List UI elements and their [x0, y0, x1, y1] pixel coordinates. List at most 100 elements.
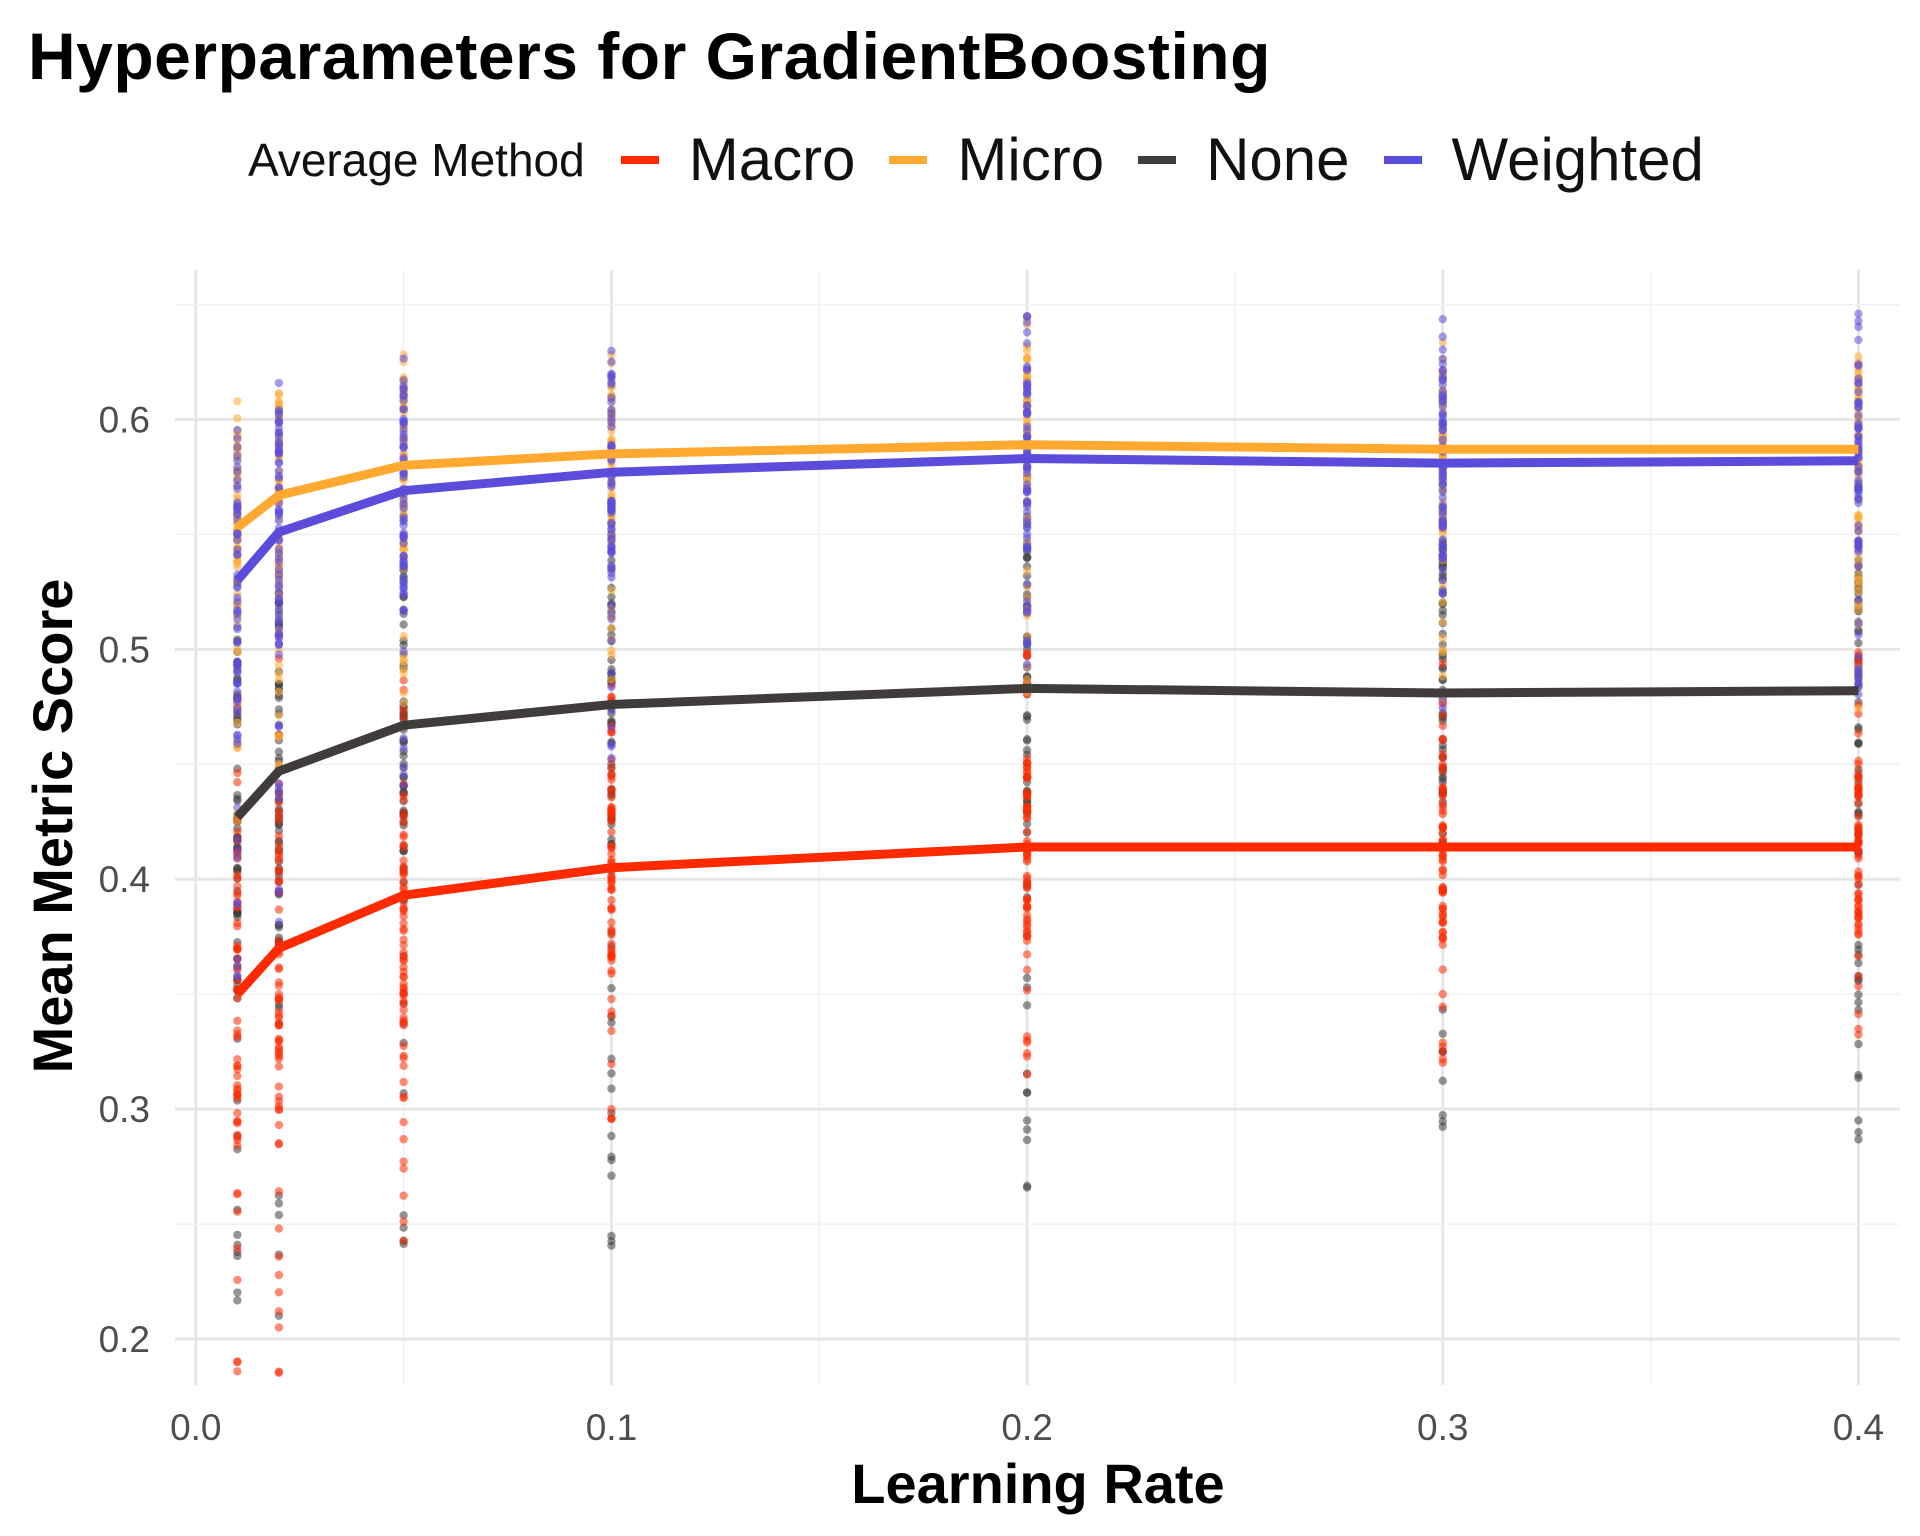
data-point-macro	[399, 924, 408, 934]
data-point-macro	[607, 775, 616, 784]
data-point-macro	[1022, 827, 1032, 836]
data-point-weighted	[233, 739, 242, 748]
data-point-weighted	[233, 835, 242, 844]
data-point-macro	[1438, 849, 1447, 858]
data-point-macro	[399, 862, 408, 871]
data-point-weighted	[1854, 335, 1863, 345]
data-point-micro	[274, 390, 284, 399]
data-point-macro	[399, 883, 408, 892]
data-point-weighted	[399, 647, 408, 656]
data-point-macro	[233, 1207, 242, 1216]
data-point-none	[1438, 1117, 1447, 1126]
data-point-weighted	[1854, 486, 1863, 495]
data-point-weighted	[1438, 503, 1447, 512]
data-point-none	[1854, 940, 1863, 950]
legend-label: Micro	[957, 126, 1105, 193]
data-point-macro	[1438, 749, 1447, 759]
data-point-weighted	[399, 781, 408, 790]
data-point-macro	[607, 1026, 616, 1036]
data-point-weighted	[274, 588, 284, 597]
data-point-weighted	[1438, 409, 1447, 418]
legend-key	[620, 155, 659, 164]
data-point-macro	[233, 891, 242, 900]
legend: Average Method Macro Micro None Weighted	[248, 125, 1738, 194]
data-point-macro	[274, 1270, 284, 1280]
data-point-none	[1854, 1116, 1863, 1125]
data-point-macro	[1022, 965, 1032, 974]
data-point-weighted	[607, 668, 616, 677]
data-point-macro	[1022, 1032, 1032, 1041]
data-point-micro	[1022, 346, 1032, 355]
data-point-macro	[1854, 921, 1863, 931]
data-point-macro	[1854, 1030, 1863, 1039]
legend-item-weighted: Weighted	[1383, 125, 1704, 194]
data-point-weighted	[1022, 480, 1032, 489]
legend-key	[889, 155, 928, 164]
data-point-weighted	[233, 730, 242, 739]
data-point-macro	[1854, 812, 1863, 821]
data-point-weighted	[274, 516, 284, 525]
data-point-macro	[1438, 989, 1447, 999]
data-point-macro	[233, 777, 242, 787]
data-point-weighted	[1854, 309, 1863, 319]
data-point-macro	[233, 1275, 242, 1285]
data-point-weighted	[274, 378, 284, 388]
data-point-micro	[233, 414, 242, 423]
data-point-macro	[233, 1190, 242, 1199]
data-point-macro	[274, 1120, 284, 1130]
data-point-macro	[233, 1084, 242, 1094]
data-point-macro	[399, 940, 408, 950]
data-point-weighted	[274, 794, 284, 803]
data-point-micro	[1438, 671, 1447, 681]
data-point-macro	[233, 1026, 242, 1035]
data-point-macro	[1438, 823, 1447, 832]
data-point-weighted	[607, 742, 616, 751]
data-point-none	[1854, 638, 1863, 648]
data-point-macro	[233, 1032, 242, 1041]
data-point-macro	[274, 1007, 284, 1016]
data-point-macro	[1022, 813, 1032, 822]
gridlines	[175, 270, 1900, 1385]
data-point-weighted	[233, 678, 242, 687]
data-point-macro	[1022, 986, 1032, 995]
data-point-macro	[1438, 865, 1447, 874]
data-point-none	[607, 1155, 616, 1165]
data-point-none	[1854, 1135, 1863, 1144]
data-point-macro	[1854, 930, 1863, 939]
data-point-macro	[1854, 756, 1863, 765]
data-point-weighted	[607, 498, 616, 508]
data-point-macro	[1022, 650, 1032, 659]
legend-key	[1383, 155, 1422, 164]
data-point-weighted	[1022, 388, 1032, 398]
data-point-none	[233, 1230, 242, 1240]
series-line-micro	[234, 440, 1859, 532]
data-point-macro	[399, 1217, 408, 1226]
data-point-macro	[1022, 878, 1032, 887]
data-point-macro	[1438, 965, 1447, 974]
data-point-weighted	[1022, 318, 1032, 327]
data-point-macro	[1022, 896, 1032, 905]
data-point-none	[1022, 1125, 1032, 1134]
data-point-weighted	[233, 529, 242, 538]
data-point-macro	[399, 1051, 408, 1061]
data-point-weighted	[399, 396, 408, 405]
data-point-weighted	[607, 525, 616, 534]
data-point-weighted	[607, 608, 616, 618]
data-point-macro	[274, 905, 284, 914]
data-point-weighted	[607, 346, 616, 356]
data-point-weighted	[1438, 493, 1447, 502]
data-point-weighted	[1438, 510, 1447, 519]
data-point-weighted	[1022, 465, 1032, 474]
data-point-macro	[274, 867, 284, 877]
data-point-weighted	[1438, 345, 1447, 354]
data-point-macro	[399, 840, 408, 849]
data-point-macro	[399, 996, 408, 1006]
data-point-macro	[274, 1367, 284, 1376]
series-line-macro	[233, 842, 1859, 998]
data-point-weighted	[607, 723, 616, 732]
data-point-weighted	[1022, 545, 1032, 555]
data-point-micro	[1438, 645, 1447, 654]
data-point-none	[607, 1241, 616, 1250]
data-point-macro	[399, 972, 408, 982]
data-point-macro	[233, 1141, 242, 1150]
